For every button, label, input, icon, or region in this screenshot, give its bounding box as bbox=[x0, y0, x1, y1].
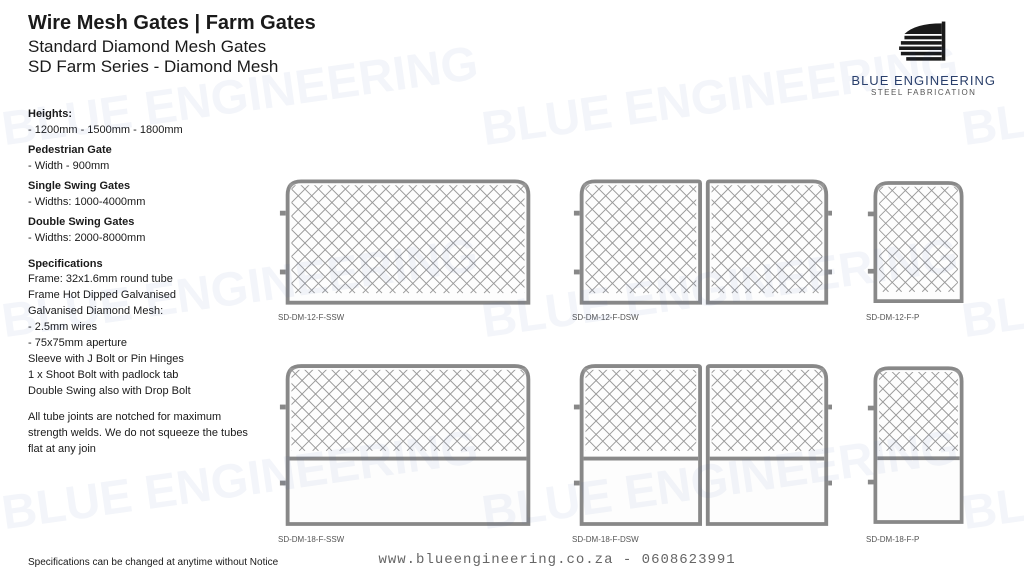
gate-figure bbox=[572, 127, 832, 309]
gate-figure bbox=[278, 127, 538, 309]
spec-line: - 75x75mm aperture bbox=[28, 336, 260, 352]
header-row: Wire Mesh Gates | Farm Gates Standard Di… bbox=[28, 12, 996, 97]
gate-figure bbox=[278, 350, 538, 532]
gate-code: SD-DM-12-F-P bbox=[866, 313, 971, 322]
spec-note: All tube joints are notched for maximum … bbox=[28, 410, 260, 458]
gate-figure bbox=[866, 350, 971, 532]
brand-logo: BLUE ENGINEERING STEEL FABRICATION bbox=[851, 12, 996, 97]
gate-cell: SD-DM-18-F-P bbox=[866, 350, 971, 545]
spec-line: Double Swing also with Drop Bolt bbox=[28, 384, 260, 400]
gate-code: SD-DM-12-F-DSW bbox=[572, 313, 832, 322]
pedestrian-value: - Width - 900mm bbox=[28, 159, 260, 175]
gate-figure bbox=[572, 350, 832, 532]
gate-diagram bbox=[866, 361, 971, 531]
gate-code: SD-DM-12-F-SSW bbox=[278, 313, 538, 322]
gate-code: SD-DM-18-F-DSW bbox=[572, 535, 832, 544]
spec-line: - 2.5mm wires bbox=[28, 320, 260, 336]
page: Wire Mesh Gates | Farm Gates Standard Di… bbox=[0, 0, 1024, 576]
gate-cell: SD-DM-18-F-DSW bbox=[572, 350, 832, 545]
gate-diagram bbox=[278, 361, 538, 531]
brand-tagline: STEEL FABRICATION bbox=[851, 88, 996, 97]
gate-code: SD-DM-18-F-P bbox=[866, 535, 971, 544]
heights-value: - 1200mm - 1500mm - 1800mm bbox=[28, 123, 260, 139]
specifications-heading: Specifications bbox=[28, 257, 260, 273]
spec-column: Heights: - 1200mm - 1500mm - 1800mm Pede… bbox=[28, 103, 260, 544]
gate-diagram bbox=[572, 177, 832, 309]
title-block: Wire Mesh Gates | Farm Gates Standard Di… bbox=[28, 12, 851, 97]
gate-diagram bbox=[572, 361, 832, 531]
spec-line: Galvanised Diamond Mesh: bbox=[28, 304, 260, 320]
page-subtitle-1: Standard Diamond Mesh Gates bbox=[28, 37, 851, 57]
gate-cell: SD-DM-12-F-P bbox=[866, 127, 971, 322]
gate-cell: SD-DM-18-F-SSW bbox=[278, 350, 538, 545]
spec-line: Frame: 32x1.6mm round tube bbox=[28, 272, 260, 288]
double-swing-heading: Double Swing Gates bbox=[28, 215, 260, 231]
gate-diagram bbox=[278, 177, 538, 309]
gates-grid: SD-DM-12-F-SSW SD-DM-12-F-DSW SD-DM-12-F… bbox=[278, 103, 996, 544]
spec-line: 1 x Shoot Bolt with padlock tab bbox=[28, 368, 260, 384]
page-subtitle-2: SD Farm Series - Diamond Mesh bbox=[28, 57, 851, 77]
footer: Specifications can be changed at anytime… bbox=[28, 544, 996, 568]
spec-line: Frame Hot Dipped Galvanised bbox=[28, 288, 260, 304]
stair-logo-icon bbox=[879, 18, 969, 66]
single-swing-heading: Single Swing Gates bbox=[28, 179, 260, 195]
gate-code: SD-DM-18-F-SSW bbox=[278, 535, 538, 544]
double-swing-value: - Widths: 2000-8000mm bbox=[28, 231, 260, 247]
footer-notice: Specifications can be changed at anytime… bbox=[28, 557, 278, 568]
pedestrian-heading: Pedestrian Gate bbox=[28, 143, 260, 159]
brand-name: BLUE ENGINEERING bbox=[851, 73, 996, 88]
single-swing-value: - Widths: 1000-4000mm bbox=[28, 195, 260, 211]
gate-diagram bbox=[866, 177, 971, 309]
gate-cell: SD-DM-12-F-DSW bbox=[572, 127, 832, 322]
footer-contact: www.blueengineering.co.za - 0608623991 bbox=[278, 552, 836, 568]
page-title: Wire Mesh Gates | Farm Gates bbox=[28, 12, 851, 35]
spec-line: Sleeve with J Bolt or Pin Hinges bbox=[28, 352, 260, 368]
gate-cell: SD-DM-12-F-SSW bbox=[278, 127, 538, 322]
heights-heading: Heights: bbox=[28, 107, 260, 123]
gate-figure bbox=[866, 127, 971, 309]
body-row: Heights: - 1200mm - 1500mm - 1800mm Pede… bbox=[28, 103, 996, 544]
